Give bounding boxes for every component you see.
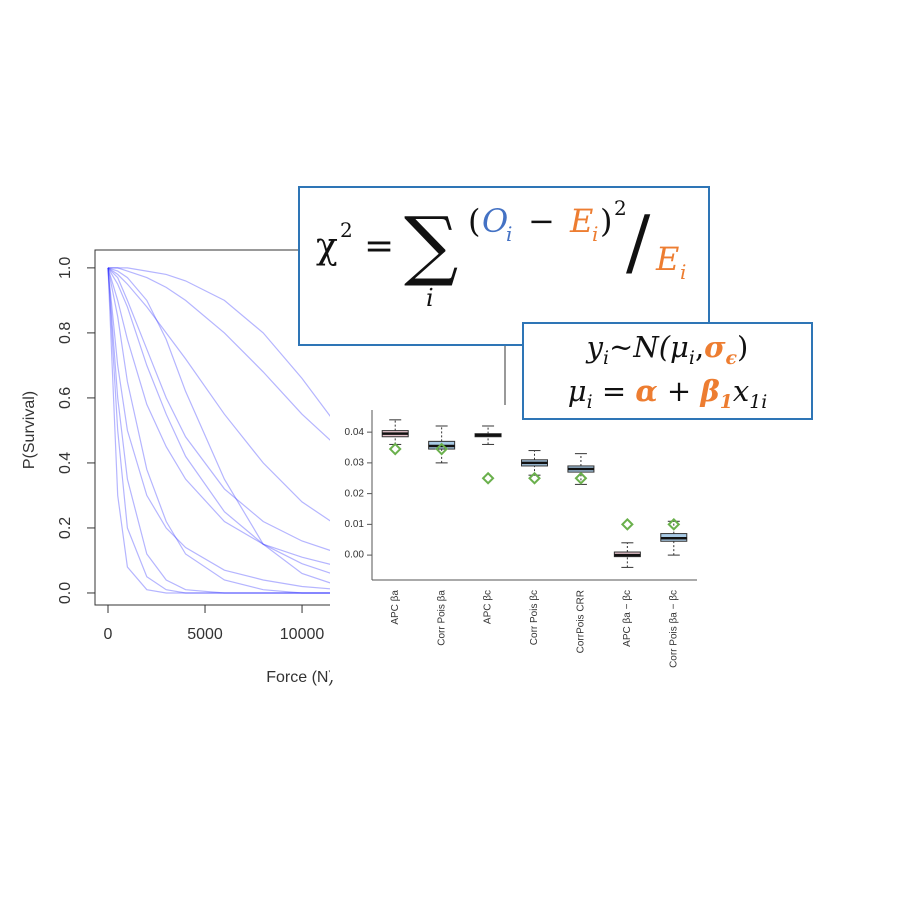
true-value [528, 471, 541, 485]
x-tick-label: APC βa [390, 590, 401, 625]
y-axis-label: P(Survival) [21, 391, 38, 469]
formula-token: μ [670, 330, 689, 364]
x-tick-label: 10000 [280, 626, 325, 643]
regression-formula: yi~N(μi,σϵ) μi = α + β1x1i [522, 322, 813, 420]
formula-token: = [592, 374, 636, 408]
boxplot-panel [330, 405, 702, 680]
power: 2 [614, 196, 627, 220]
formula-token: ) [737, 330, 749, 364]
formula-token: μ [567, 374, 587, 408]
true-value [435, 442, 449, 456]
formula-line: yi~N(μi,σϵ) [524, 330, 811, 369]
paren: ( [468, 202, 481, 240]
chi: χ [316, 226, 338, 267]
true-value [574, 471, 588, 485]
sum: ∑ [404, 200, 459, 289]
x-tick-label: APC βc [483, 590, 494, 624]
true-value [388, 442, 402, 456]
y-tick-label: 0.8 [57, 322, 74, 344]
formula-token: x [732, 374, 750, 408]
x-tick-label: Corr Pois βa − βc [668, 590, 679, 668]
o: O [482, 202, 509, 240]
formula-subscript: 1i [749, 391, 768, 413]
formula-token: ~N( [609, 330, 671, 364]
y-tick-label: 0.00 [345, 550, 365, 561]
y-tick-label: 0.2 [57, 517, 74, 539]
chi-power: 2 [340, 218, 353, 242]
e-index: i [592, 222, 599, 246]
x-tick-label: Corr Pois βc [529, 590, 540, 645]
x-tick-label: 0 [104, 626, 113, 643]
y-tick-label: 0.02 [345, 488, 365, 499]
denominator: E [656, 240, 680, 278]
x-tick-label: APC βa − βc [622, 590, 633, 647]
formula-subscript: i [688, 347, 695, 369]
formula-subscript: i [586, 391, 593, 413]
y-tick-label: 0.03 [345, 458, 365, 469]
y-tick-label: 0.04 [345, 427, 365, 438]
formula-token: β [700, 374, 720, 408]
chi-square-formula: χ 2 = ∑ i ( O i − E i ) 2 / E i [298, 186, 710, 346]
formula-token: + [657, 374, 701, 408]
paren: ) [600, 202, 613, 240]
true-value [667, 517, 681, 531]
formula-token: σ [704, 330, 726, 364]
denominator-index: i [680, 260, 687, 284]
formula-subscript: 1 [719, 390, 733, 413]
x-tick-label: CorrPois CRR [576, 590, 587, 653]
formula-token: , [694, 330, 705, 364]
formula-line: μi = α + β1x1i [524, 374, 811, 413]
equals: = [364, 226, 395, 267]
slash: / [626, 200, 651, 284]
x-tick-label: 5000 [187, 626, 223, 643]
formula-token: α [635, 374, 658, 408]
formula-subscript: i [603, 347, 610, 369]
e: E [570, 202, 594, 240]
true-value [620, 517, 634, 531]
y-tick-label: 0.6 [57, 387, 74, 409]
sum-index: i [426, 284, 434, 312]
y-tick-label: 0.0 [57, 582, 74, 604]
x-axis-label: Force (N) [266, 669, 334, 686]
y-tick-label: 0.4 [57, 452, 74, 474]
y-tick-label: 1.0 [57, 257, 74, 279]
true-value [481, 471, 495, 485]
minus: − [528, 202, 555, 240]
y-tick-label: 0.01 [345, 519, 365, 530]
o-index: i [506, 222, 513, 246]
formula-subscript: ϵ [725, 346, 738, 369]
formula-token: y [586, 330, 604, 364]
x-tick-label: Corr Pois βa [436, 590, 447, 646]
